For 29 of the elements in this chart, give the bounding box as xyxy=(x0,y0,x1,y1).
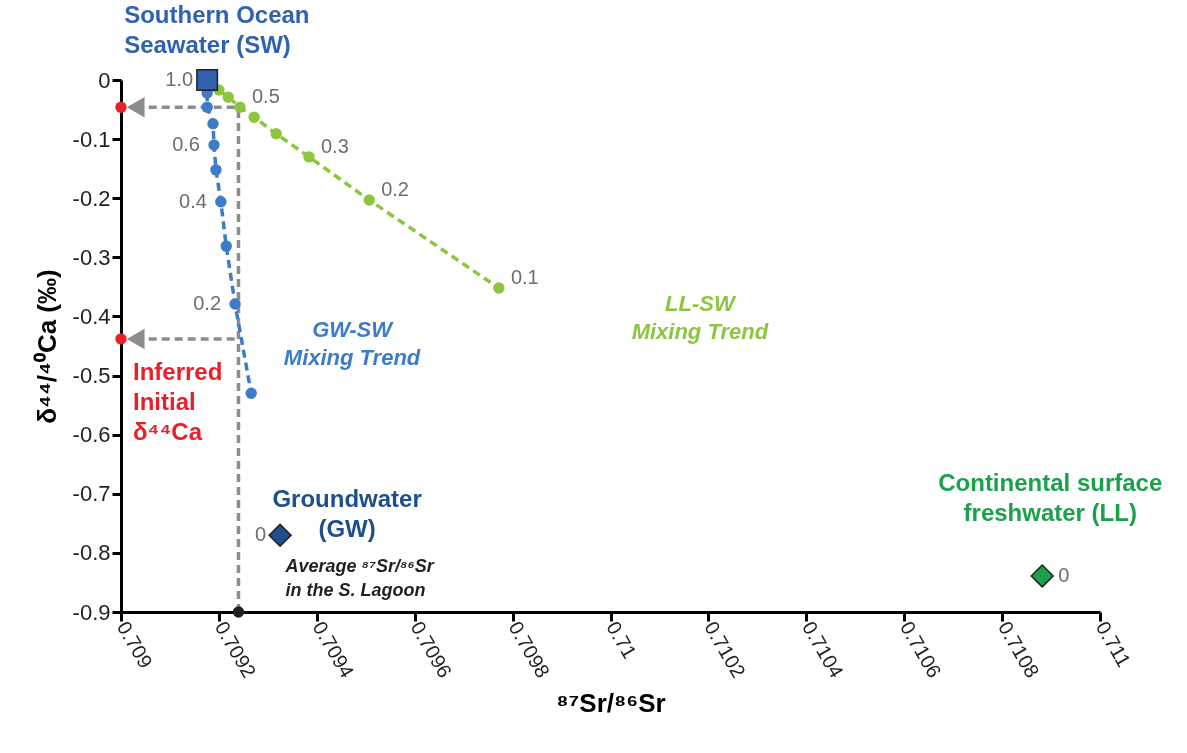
y-tick-label: -0.4 xyxy=(72,303,111,329)
y-tick-label: -0.2 xyxy=(72,185,111,211)
series-label: Inferred Initial δ⁴⁴Ca xyxy=(133,357,223,445)
annotation: 0 xyxy=(1058,563,1070,586)
y-axis-title: δ⁴⁴/⁴⁰Ca (‰) xyxy=(31,269,62,424)
y-tick-label: -0.7 xyxy=(72,481,111,507)
annotation: 0.2 xyxy=(381,178,409,200)
annotation: 0.2 xyxy=(193,292,222,315)
annotation: Average ⁸⁷Sr/⁸⁶Sr in the S. Lagoon xyxy=(284,556,435,600)
y-tick-label: -0.9 xyxy=(72,599,111,625)
text: LL-SW Mixing Trend xyxy=(631,291,769,344)
x-axis-title: ⁸⁷Sr/⁸⁶Sr xyxy=(556,688,666,719)
series-label: Southern Ocean Seawater (SW) xyxy=(124,1,310,58)
annotation: 1.0 xyxy=(165,68,194,90)
y-tick-label: 0 xyxy=(98,67,111,93)
y-tick-label: -0.8 xyxy=(72,540,111,566)
y-tick-label: -0.3 xyxy=(72,244,111,270)
y-tick-label: -0.6 xyxy=(72,422,111,448)
annotation: 0.1 xyxy=(510,266,539,289)
y-tick-label: -0.1 xyxy=(72,126,111,152)
y-tick-label: -0.5 xyxy=(72,363,111,389)
annotation: 0 xyxy=(254,523,267,546)
annotation: 0.6 xyxy=(172,133,201,156)
series-label: Groundwater (GW) xyxy=(272,485,422,543)
annotation: 0.3 xyxy=(320,134,349,157)
series-label: GW-SW Mixing Trend xyxy=(283,317,421,370)
text: Continental surface freshwater (LL) xyxy=(938,468,1163,526)
annotation: 0.4 xyxy=(179,189,207,212)
annotation: 0.5 xyxy=(251,85,280,108)
